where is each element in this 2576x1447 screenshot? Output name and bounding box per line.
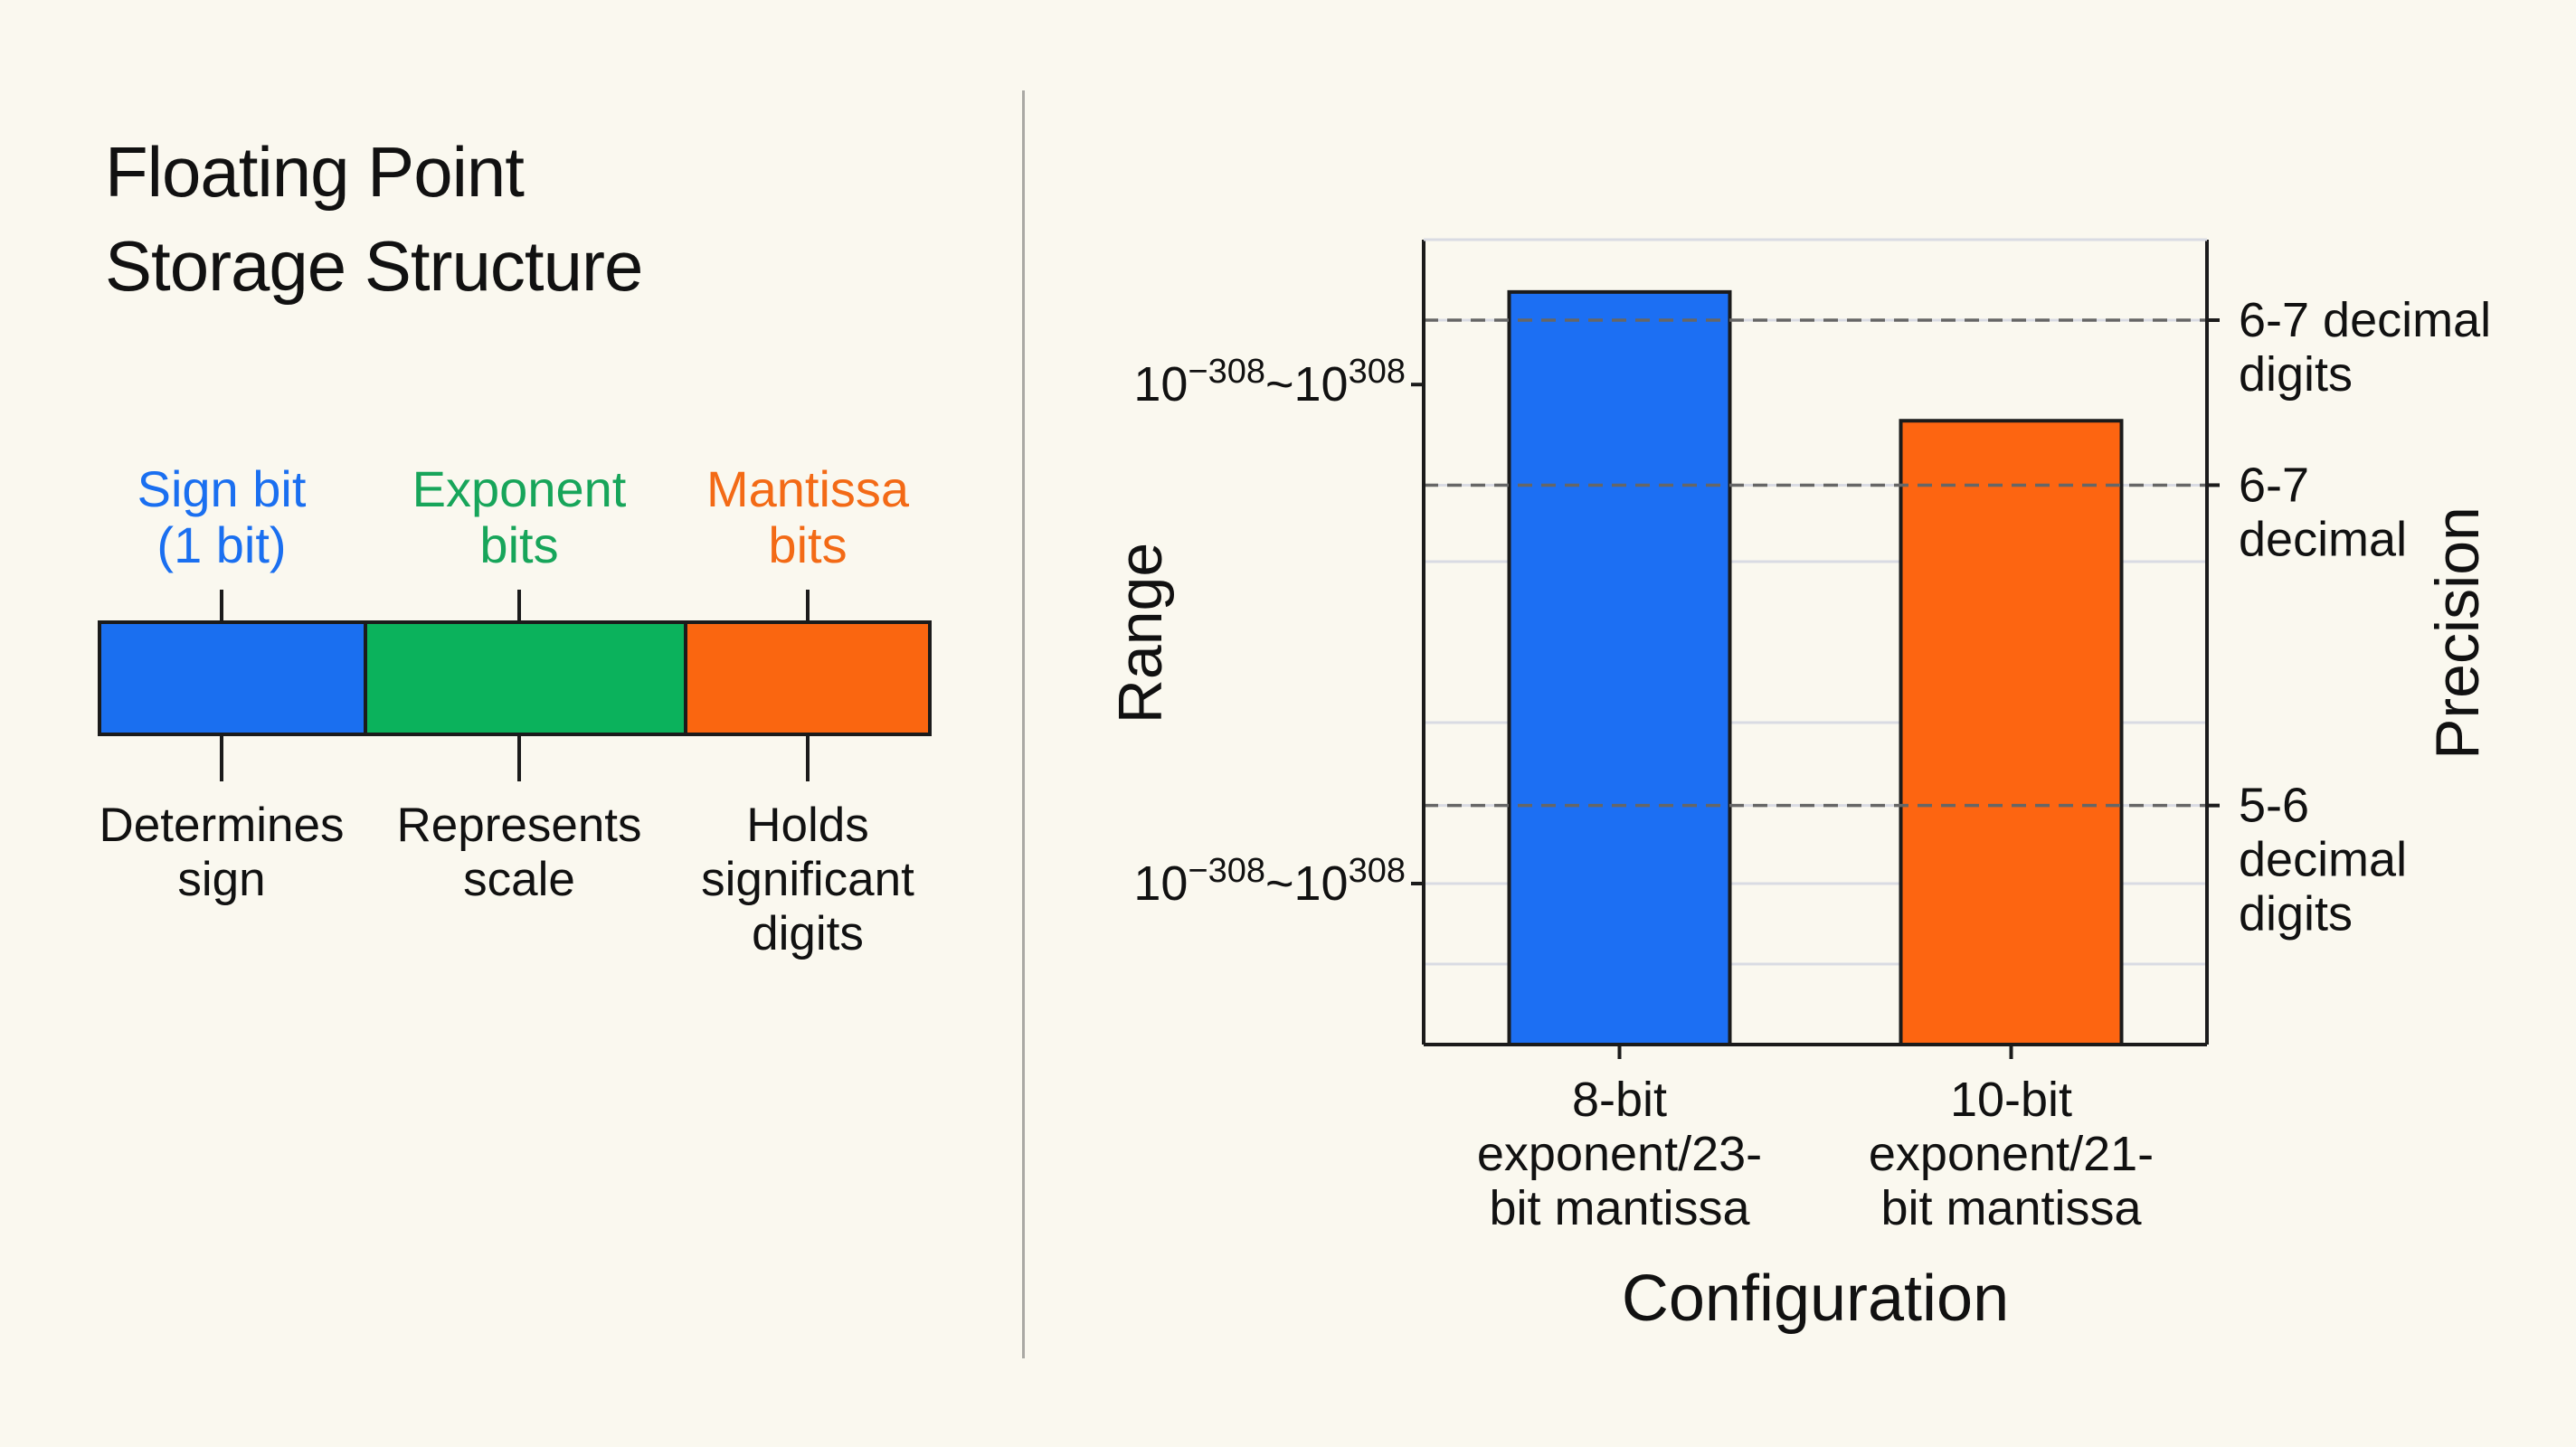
page-title: Floating Point Storage Structure bbox=[105, 132, 643, 306]
mantissa-bits-label: Mantissa bits bbox=[706, 460, 910, 573]
left-tick-label-1: 10−308~10308 bbox=[1133, 353, 1406, 411]
x-tick-label-2: 10-bit exponent/21-bit mantissa bbox=[1869, 1073, 2154, 1235]
bar-2 bbox=[1899, 419, 2124, 1046]
sign-bit-label: Sign bit (1 bit) bbox=[137, 460, 307, 573]
mantissa-bits-pointer-bottom bbox=[806, 736, 810, 781]
exponent-bits-segment bbox=[364, 620, 687, 736]
bar-1 bbox=[1507, 289, 1732, 1047]
right-tick-label-2: 6-7 decimal bbox=[2239, 458, 2407, 566]
mantissa-bits-description: Holds significant digits bbox=[701, 799, 914, 960]
exponent-bits-pointer-top bbox=[517, 590, 521, 648]
exponent-bits-description: Represents scale bbox=[396, 799, 642, 906]
right-tick-label-1: 6-7 decimal digits bbox=[2239, 293, 2491, 402]
exponent-bits-label: Exponent bits bbox=[412, 460, 627, 573]
sign-bit-description: Determines sign bbox=[99, 799, 345, 906]
exponent-bits-pointer-bottom bbox=[517, 736, 521, 781]
y-axis-title: Range bbox=[1106, 543, 1175, 724]
mantissa-bits-pointer-top bbox=[806, 590, 810, 648]
x-axis-title: Configuration bbox=[1622, 1263, 2009, 1335]
sign-bit-pointer-bottom bbox=[220, 736, 223, 781]
divider bbox=[1022, 90, 1025, 1358]
left-tick-label-2: 10−308~10308 bbox=[1133, 852, 1406, 911]
y2-axis-title: Precision bbox=[2423, 506, 2492, 760]
right-tick-label-3: 5-6 decimal digits bbox=[2239, 779, 2407, 941]
sign-bit-pointer-top bbox=[220, 590, 223, 648]
mantissa-bits-segment bbox=[684, 620, 932, 736]
x-tick-label-1: 8-bit exponent/23-bit mantissa bbox=[1477, 1073, 1762, 1235]
